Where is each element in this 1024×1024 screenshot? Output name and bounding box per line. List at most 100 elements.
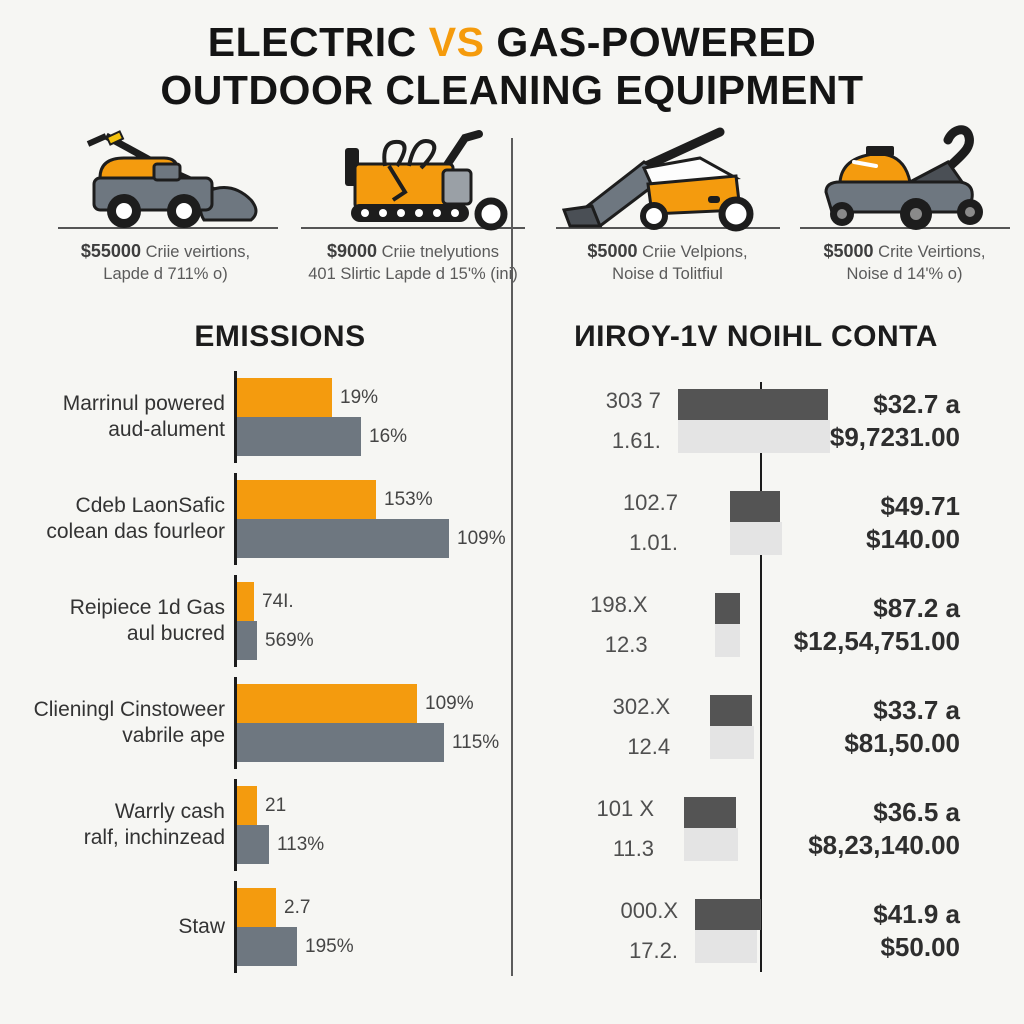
row-bars: 153% 109% (237, 480, 510, 558)
axis-line (760, 382, 762, 972)
axis-line (234, 371, 237, 463)
gas-bar (237, 417, 361, 456)
axis-line (234, 677, 237, 769)
cost-row: 198.X 12.3 $87.2 a $12,54,751.00 (540, 592, 964, 658)
value-line1: $49.71 (880, 490, 960, 521)
row-labels: 101 X 11.3 (540, 798, 666, 860)
bar-value: 109% (457, 527, 506, 549)
push-mower-icon (800, 125, 1010, 230)
row-bars (673, 389, 830, 453)
electric-bar (237, 582, 254, 621)
value-line2: $8,23,140.00 (808, 830, 960, 860)
tilted-mower-icon (555, 127, 780, 232)
emissions-row: Reipiece 1d Gas aul bucred 74I. 569% (10, 575, 510, 667)
row-label-line2: colean das fourleor (46, 520, 225, 543)
equipment-card-boom-sprayer: $55000 Criie veirtions, Lapde d 711% o) (38, 122, 293, 286)
equipment-caption: $55000 Criie veirtions, Lapde d 711% o) (38, 240, 293, 286)
emissions-row: Warrly cash ralf, inchinzead 21 113% (10, 779, 510, 871)
row-label-line1: Marrinul powered (62, 391, 225, 415)
row-bars: 109% 115% (237, 684, 510, 762)
bar-value: 2.7 (284, 896, 311, 918)
row-values: $41.9 a $50.00 (862, 898, 964, 965)
dark-bar (695, 899, 761, 930)
row-values: $87.2 a $12,54,751.00 (794, 592, 964, 659)
equipment-caption-text: Criie tnelyutions (381, 243, 500, 261)
equipment-price: $55000 (80, 241, 141, 261)
bar-value: 569% (265, 629, 314, 651)
row-bars: 19% 16% (237, 378, 510, 456)
equipment-caption: $5000 Crite Veirtions, Noise d 14'% o) (792, 240, 1017, 286)
cost-chart: 303 7 1.61. $32.7 a $9,7231.00 102.7 1.01. … (540, 382, 964, 1000)
cost-row: 302.X 12.4 $33.7 a $81,50.00 (540, 694, 964, 760)
value-line2: $50.00 (880, 932, 960, 962)
row-values: $33.7 a $81,50.00 (844, 694, 964, 761)
row-label: Staw (10, 914, 234, 940)
dark-bar (714, 593, 740, 624)
row-bars (682, 695, 844, 759)
equipment-price: $5000 (823, 241, 874, 261)
equipment-caption-line2: Noise d Tolitfiul (612, 264, 723, 283)
row-label-line1: Clieningl Cinstoweer (33, 697, 225, 721)
cost-row: 102.7 1.01. $49.71 $140.00 (540, 490, 964, 556)
bar-value: 153% (384, 488, 433, 510)
title-line1: ELECTRIC VS GAS-POWERED (0, 18, 1024, 66)
equipment-caption: $9000 Criie tnelyutions 401 Slirtic Lapd… (288, 240, 538, 286)
dark-bar (730, 491, 780, 522)
row-bottom-label: 11.3 (612, 836, 655, 861)
emissions-row: Staw 2.7 195% (10, 881, 510, 973)
gas-bar (237, 621, 257, 660)
row-label: Cdeb LaonSafic colean das fourleor (10, 493, 234, 546)
value-line1: $41.9 a (873, 898, 960, 929)
gas-bar (237, 519, 449, 558)
equipment-caption-text: Criie veirtions, (145, 243, 251, 261)
light-bar (710, 726, 755, 759)
axis-line (234, 881, 237, 973)
emissions-row: Clieningl Cinstoweer vabrile ape 109% 115… (10, 677, 510, 769)
boom-sprayer-icon (57, 130, 278, 229)
light-bar (677, 420, 830, 453)
equipment-caption-line2: Lapde d 711% o) (103, 264, 228, 283)
bar-value: 16% (369, 425, 408, 447)
row-label: Marrinul powered aud-alument (10, 391, 234, 444)
axis-line (234, 575, 237, 667)
row-bars: 74I. 569% (237, 582, 510, 660)
row-label-line2: aul bucred (126, 622, 225, 645)
electric-bar (237, 378, 332, 417)
value-line2: $12,54,751.00 (793, 626, 960, 656)
row-bottom-label: 1.61. (611, 428, 661, 453)
axis-line (234, 473, 237, 565)
axis-line (234, 779, 237, 871)
row-bottom-label: 12.3 (604, 632, 648, 657)
electric-bar (237, 786, 257, 825)
title-line2: OUTDOOR CLEANING EQUIPMENT (160, 67, 864, 114)
row-label-line2: aud-alument (108, 418, 225, 441)
cost-row: 303 7 1.61. $32.7 a $9,7231.00 (540, 388, 964, 454)
row-top-label: 101 X (596, 796, 655, 821)
row-top-label: 102.7 (622, 490, 678, 515)
row-bottom-label: 1.01. (629, 530, 678, 555)
row-labels: 303 7 1.61. (540, 390, 673, 452)
bar-value: 113% (277, 833, 325, 855)
cost-row: 101 X 11.3 $36.5 a $8,23,140.00 (540, 796, 964, 862)
row-labels: 198.X 12.3 (540, 594, 660, 656)
row-label-line1: Cdeb LaonSafic (75, 493, 225, 517)
tracked-blower-icon (301, 130, 525, 231)
bar-value: 195% (305, 935, 354, 957)
row-values: $36.5 a $8,23,140.00 (808, 796, 964, 863)
gas-bar (237, 825, 269, 864)
equipment-caption-text: Criie Velpions, (642, 243, 748, 261)
emissions-row: Cdeb LaonSafic colean das fourleor 153% 1… (10, 473, 510, 565)
light-bar (730, 522, 782, 555)
value-line2: $9,7231.00 (829, 422, 960, 452)
page-title: ELECTRIC VS GAS-POWERED OUTDOOR CLEANING E… (0, 18, 1024, 115)
dark-bar (684, 797, 737, 828)
dark-bar (710, 695, 753, 726)
equipment-card-push-mower: $5000 Crite Veirtions, Noise d 14'% o) (792, 122, 1017, 286)
row-labels: 302.X 12.4 (540, 696, 682, 758)
value-line2: $140.00 (866, 524, 960, 554)
row-bars: 2.7 195% (237, 888, 510, 966)
row-label: Reipiece 1d Gas aul bucred (10, 595, 234, 648)
equipment-caption: $5000 Criie Velpions, Noise d Tolitfiul (545, 240, 790, 286)
row-bottom-label: 17.2. (629, 938, 678, 963)
row-label-line1: Warrly cash (114, 799, 225, 823)
